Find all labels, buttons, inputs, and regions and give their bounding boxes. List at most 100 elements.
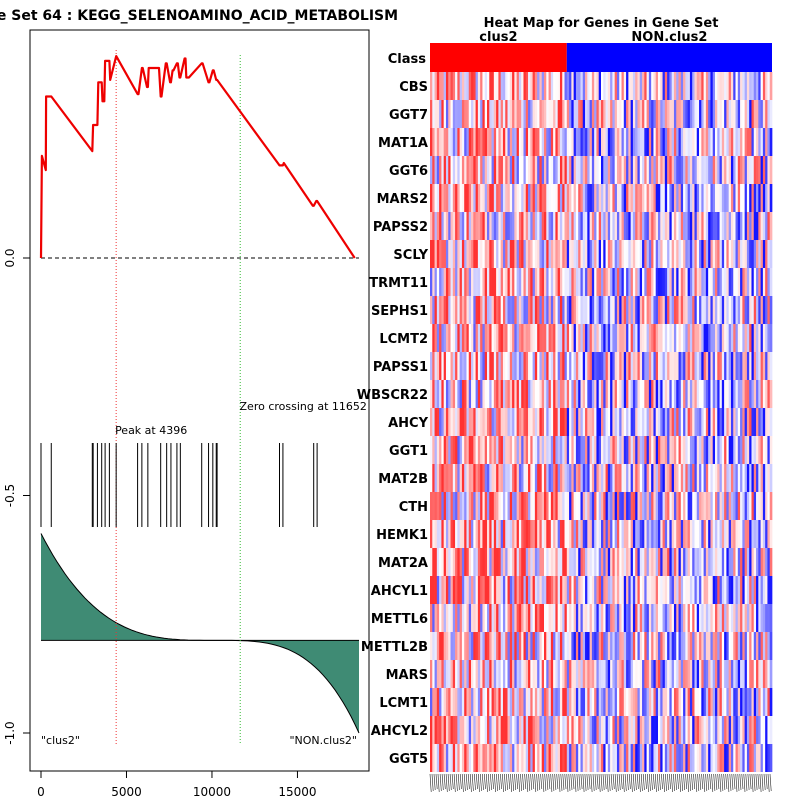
sample-label-mark [622, 773, 625, 793]
heatmap-cell [596, 240, 600, 268]
heatmap-cell [753, 520, 757, 548]
heatmap-cell [550, 744, 554, 772]
heatmap-cell [728, 212, 732, 240]
heatmap-cell [436, 380, 440, 408]
heatmap-cell [430, 632, 433, 660]
heatmap-cell [678, 632, 682, 660]
heatmap-cell [676, 212, 679, 240]
heatmap-cell [696, 184, 700, 212]
heatmap-cell [735, 352, 739, 380]
heatmap-cell [541, 744, 545, 772]
heatmap-cell [594, 380, 597, 408]
heatmap-cell [742, 352, 745, 380]
heatmap-cell [680, 296, 684, 324]
heatmap-cell [455, 688, 458, 716]
heatmap-cell [489, 156, 492, 184]
heatmap-cell [443, 156, 447, 184]
heatmap-cell [436, 604, 440, 632]
heatmap-cell [740, 576, 743, 604]
heatmap-cell [487, 408, 490, 436]
heatmap-cell [715, 688, 718, 716]
heatmap-cell [655, 128, 659, 156]
heatmap-cell [607, 688, 611, 716]
heatmap-cell [550, 408, 554, 436]
heatmap-cell [528, 128, 531, 156]
heatmap-cell [475, 352, 479, 380]
heatmap-cell [639, 72, 643, 100]
heatmap-cell [689, 632, 693, 660]
heatmap-cell [596, 660, 600, 688]
heatmap-cell [610, 380, 613, 408]
heatmap-cell [491, 660, 495, 688]
heatmap-cell [715, 632, 718, 660]
heatmap-cell [500, 408, 504, 436]
heatmap-cell [635, 156, 638, 184]
heatmap-cell [737, 632, 741, 660]
heatmap-cell [457, 604, 460, 632]
y-tick-label: -0.5 [3, 484, 17, 507]
heatmap-cell [667, 184, 670, 212]
heatmap-cell [544, 324, 547, 352]
heatmap-cell [480, 156, 483, 184]
heatmap-cell [514, 268, 517, 296]
heatmap-cell [521, 352, 524, 380]
heatmap-cell [539, 492, 543, 520]
heatmap-cell [541, 212, 545, 240]
heatmap-cell [735, 632, 739, 660]
heatmap-cell [507, 492, 511, 520]
sample-label-mark [649, 773, 651, 792]
heatmap-cell [559, 100, 563, 128]
heatmap-cell [685, 380, 688, 408]
sample-label-mark [729, 773, 732, 792]
heatmap-cell [673, 324, 677, 352]
heatmap-cell [475, 744, 479, 772]
heatmap-cell [518, 576, 522, 604]
heatmap-cell [733, 548, 736, 576]
heatmap-cell [685, 408, 688, 436]
heatmap-cell [685, 744, 688, 772]
heatmap-cell [746, 184, 750, 212]
heatmap-cell [589, 520, 593, 548]
heatmap-cell [578, 212, 581, 240]
heatmap-cell [521, 128, 524, 156]
heatmap-cell [471, 240, 474, 268]
heatmap-cell [528, 604, 531, 632]
heatmap-cell [578, 128, 581, 156]
heatmap-cell [582, 632, 586, 660]
heatmap-cell [658, 380, 661, 408]
heatmap-cell [616, 184, 620, 212]
heatmap-cell [601, 240, 604, 268]
heatmap-cell [699, 100, 702, 128]
heatmap-cell [605, 744, 609, 772]
heatmap-cell [760, 408, 764, 436]
heatmap-cell [562, 716, 565, 744]
heatmap-cell [496, 128, 499, 156]
heatmap-cell [632, 688, 636, 716]
sample-label-mark [540, 773, 543, 790]
heatmap-cell [742, 576, 745, 604]
heatmap-cell [758, 464, 761, 492]
heatmap-cell [760, 240, 764, 268]
heatmap-cell [564, 268, 568, 296]
heatmap-cell [680, 100, 684, 128]
heatmap-cell [685, 72, 688, 100]
heatmap-cell [667, 660, 670, 688]
heatmap-cell [500, 744, 504, 772]
heatmap-cell [582, 548, 586, 576]
heatmap-cell [512, 744, 515, 772]
heatmap-cell [439, 268, 442, 296]
heatmap-cell [708, 632, 711, 660]
heatmap-cell [434, 688, 438, 716]
heatmap-cell [468, 464, 472, 492]
heatmap-cell [623, 296, 627, 324]
heatmap-cell [730, 604, 734, 632]
gene-label: METTL6 [371, 612, 428, 627]
heatmap-cell [434, 100, 438, 128]
heatmap-cell [569, 156, 572, 184]
heatmap-cell [628, 128, 631, 156]
heatmap-cell [671, 548, 675, 576]
heatmap-cell [728, 520, 732, 548]
heatmap-cell [660, 128, 663, 156]
heatmap-cell [756, 268, 759, 296]
heatmap-cell [721, 156, 725, 184]
